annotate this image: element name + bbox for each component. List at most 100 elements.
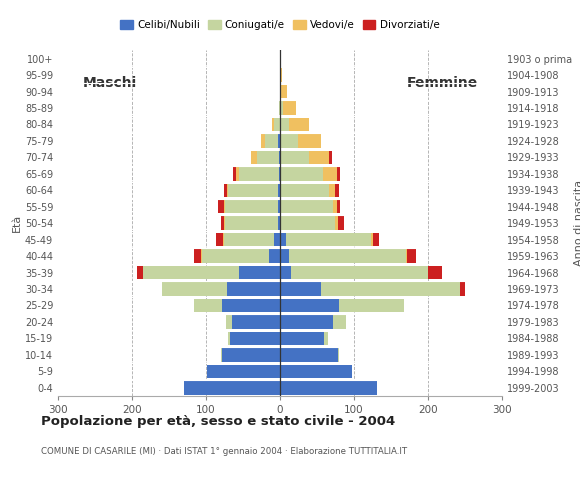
Bar bbox=[262, 134, 265, 148]
Bar bbox=[273, 118, 274, 131]
Bar bbox=[161, 282, 227, 296]
Bar bbox=[281, 216, 335, 230]
Bar bbox=[280, 167, 281, 180]
Bar bbox=[335, 216, 338, 230]
Bar bbox=[337, 200, 340, 214]
Bar bbox=[329, 183, 335, 197]
Bar bbox=[225, 216, 278, 230]
Bar bbox=[291, 266, 428, 279]
Bar bbox=[335, 183, 339, 197]
Text: COMUNE DI CASARILE (MI) · Dati ISTAT 1° gennaio 2004 · Elaborazione TUTTITALIA.I: COMUNE DI CASARILE (MI) · Dati ISTAT 1° … bbox=[41, 446, 407, 456]
Bar bbox=[225, 200, 278, 214]
Bar bbox=[407, 250, 416, 263]
Bar bbox=[228, 183, 278, 197]
Bar bbox=[280, 151, 281, 164]
Bar bbox=[227, 183, 228, 197]
Bar bbox=[428, 266, 429, 279]
Bar bbox=[405, 250, 407, 263]
Y-axis label: Età: Età bbox=[12, 214, 22, 232]
Bar bbox=[280, 365, 352, 378]
Bar bbox=[239, 266, 280, 279]
Bar bbox=[329, 151, 332, 164]
Bar bbox=[429, 266, 442, 279]
Bar bbox=[233, 167, 236, 180]
Bar bbox=[280, 250, 289, 263]
Bar bbox=[280, 381, 378, 395]
Text: Femmine: Femmine bbox=[407, 76, 478, 90]
Bar bbox=[283, 101, 296, 115]
Bar bbox=[137, 266, 143, 279]
Bar bbox=[222, 348, 280, 361]
Y-axis label: Anno di nascita: Anno di nascita bbox=[574, 180, 580, 266]
Bar bbox=[236, 167, 239, 180]
Bar bbox=[338, 216, 344, 230]
Bar bbox=[194, 299, 222, 312]
Bar bbox=[286, 233, 371, 246]
Bar bbox=[257, 151, 279, 164]
Bar bbox=[230, 332, 280, 345]
Bar bbox=[251, 151, 257, 164]
Bar bbox=[224, 216, 225, 230]
Bar bbox=[218, 200, 224, 214]
Bar bbox=[208, 365, 280, 378]
Bar bbox=[274, 118, 280, 131]
Bar bbox=[281, 134, 298, 148]
Bar bbox=[333, 200, 337, 214]
Bar bbox=[184, 381, 280, 395]
Bar bbox=[459, 282, 466, 296]
Bar bbox=[216, 233, 223, 246]
Bar bbox=[324, 332, 328, 345]
Bar bbox=[201, 250, 202, 263]
Bar bbox=[280, 282, 321, 296]
Bar bbox=[281, 200, 333, 214]
Bar bbox=[333, 315, 346, 329]
Bar bbox=[278, 200, 280, 214]
Bar bbox=[278, 216, 280, 230]
Bar bbox=[280, 200, 281, 214]
Bar bbox=[280, 315, 333, 329]
Bar bbox=[280, 332, 324, 345]
Text: Popolazione per età, sesso e stato civile - 2004: Popolazione per età, sesso e stato civil… bbox=[41, 415, 395, 428]
Bar bbox=[278, 134, 280, 148]
Bar bbox=[338, 348, 339, 361]
Bar bbox=[280, 299, 339, 312]
Bar bbox=[309, 151, 329, 164]
Bar bbox=[280, 68, 282, 82]
Bar bbox=[289, 250, 405, 263]
Legend: Celibi/Nubili, Coniugati/e, Vedovi/e, Divorziati/e: Celibi/Nubili, Coniugati/e, Vedovi/e, Di… bbox=[116, 16, 444, 34]
Bar bbox=[223, 233, 224, 246]
Bar bbox=[280, 216, 281, 230]
Bar bbox=[339, 299, 404, 312]
Bar bbox=[298, 134, 321, 148]
Bar bbox=[280, 348, 338, 361]
Bar bbox=[228, 332, 230, 345]
Bar bbox=[321, 282, 459, 296]
Bar bbox=[280, 183, 281, 197]
Bar bbox=[280, 118, 289, 131]
Bar bbox=[224, 233, 274, 246]
Bar bbox=[224, 183, 227, 197]
Bar bbox=[194, 250, 201, 263]
Bar bbox=[143, 266, 239, 279]
Bar bbox=[226, 315, 232, 329]
Bar bbox=[280, 85, 281, 98]
Bar bbox=[232, 315, 280, 329]
Bar bbox=[279, 151, 280, 164]
Bar bbox=[227, 282, 280, 296]
Bar bbox=[221, 216, 224, 230]
Bar bbox=[269, 250, 280, 263]
Bar bbox=[324, 167, 337, 180]
Bar bbox=[280, 233, 286, 246]
Bar bbox=[239, 167, 279, 180]
Bar bbox=[222, 299, 280, 312]
Bar bbox=[202, 250, 269, 263]
Bar bbox=[373, 233, 379, 246]
Bar bbox=[289, 118, 310, 131]
Bar bbox=[279, 167, 280, 180]
Bar bbox=[280, 266, 291, 279]
Bar bbox=[337, 167, 340, 180]
Bar bbox=[274, 233, 280, 246]
Bar bbox=[224, 200, 225, 214]
Bar bbox=[281, 183, 329, 197]
Bar bbox=[371, 233, 373, 246]
